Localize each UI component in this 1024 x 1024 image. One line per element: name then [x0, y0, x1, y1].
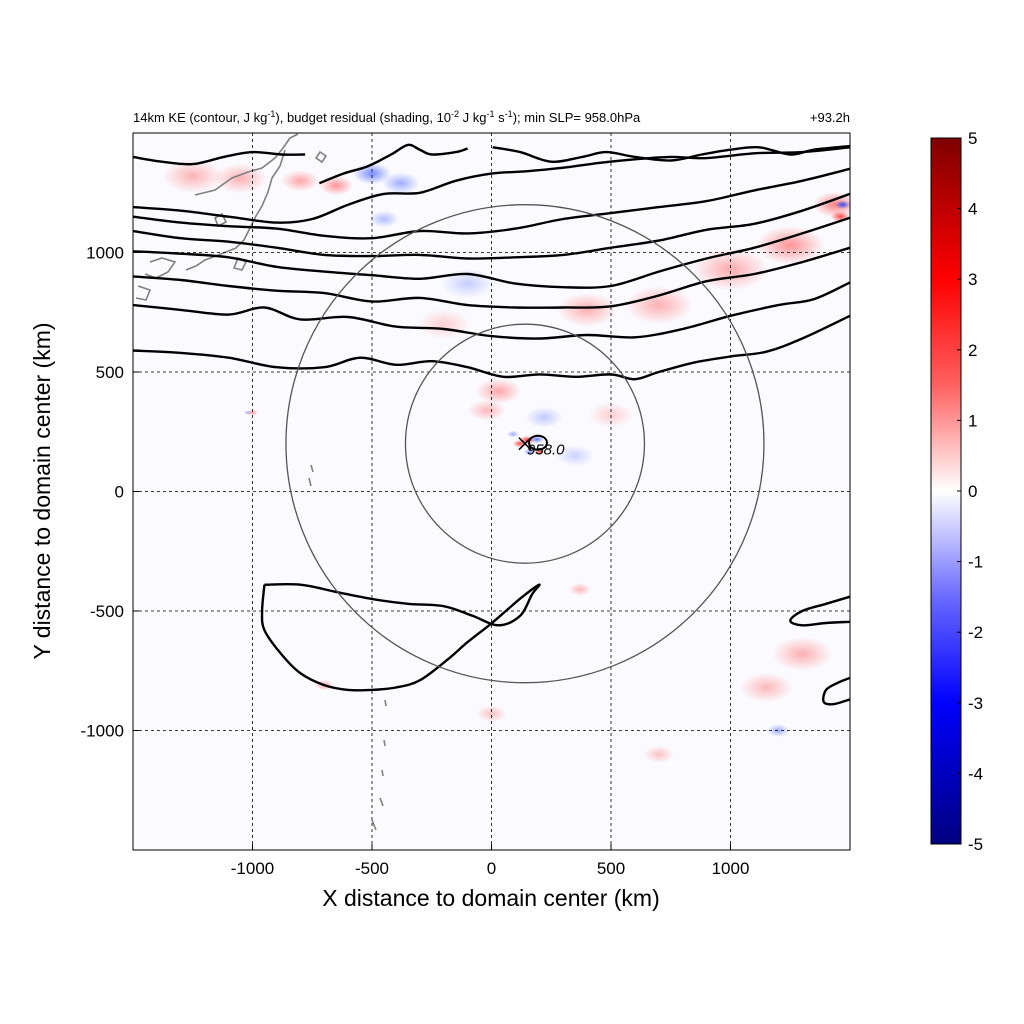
ke-contour-4	[133, 192, 850, 260]
x-tick-label: -500	[355, 859, 389, 878]
ke-contour-11	[789, 595, 850, 627]
y-tick-label: -500	[90, 602, 124, 621]
ke-contour-1	[133, 281, 850, 340]
residual-feature-33	[556, 444, 595, 467]
ke-contour-2	[133, 246, 850, 309]
coastline	[135, 133, 387, 831]
residual-feature-6	[475, 378, 522, 405]
residual-feature-31	[476, 705, 507, 723]
x-tick-label: 1000	[712, 859, 750, 878]
center-x-mark	[518, 437, 532, 451]
residual-feature-19	[318, 175, 354, 196]
storm-center-marker	[518, 434, 548, 451]
residual-shading	[162, 158, 850, 764]
range-rings	[285, 204, 765, 684]
y-axis-ticks: -1000 -500 0 500 1000	[81, 244, 139, 741]
residual-feature-27	[771, 636, 833, 672]
colorbar-tick-label: -4	[968, 764, 983, 783]
ke-contour-12	[822, 676, 850, 706]
colorbar-tick-label: -1	[968, 553, 983, 572]
range-ring-1000km	[285, 204, 765, 684]
coastline-islands	[308, 464, 387, 831]
ke-contours	[133, 143, 850, 706]
ke-contour-9	[492, 144, 850, 163]
plot-background	[133, 133, 850, 850]
residual-feature-15	[835, 200, 850, 210]
coastline-japan	[135, 133, 328, 301]
colorbar-tick-label: -2	[968, 623, 983, 642]
x-axis-ticks: -1000 -500 0 500 1000	[231, 844, 750, 878]
colorbar-ticks: 5 4 3 2 1 0 -1 -2 -3 -4 -5	[957, 129, 983, 854]
residual-feature-25	[243, 410, 252, 415]
colorbar-tick-label: 4	[968, 200, 977, 219]
colorbar: 5 4 3 2 1 0 -1 -2 -3 -4 -5	[930, 129, 983, 854]
residual-feature-5	[506, 430, 520, 438]
y-tick-label: 1000	[86, 244, 124, 263]
colorbar-tick-label: 5	[968, 129, 977, 148]
colorbar-tick-label: -3	[968, 694, 983, 713]
residual-feature-8	[524, 406, 564, 429]
ke-contour-8	[318, 143, 468, 185]
min-slp-label: 958.0	[527, 442, 565, 459]
range-ring-500km	[404, 323, 646, 564]
plot-area	[133, 133, 850, 850]
chart-title: 14km KE (contour, J kg-1​), budget resid…	[133, 109, 641, 125]
residual-feature-7	[467, 399, 506, 421]
residual-feature-12	[755, 225, 825, 265]
residual-feature-28	[739, 672, 794, 703]
x-tick-label: -1000	[231, 859, 274, 878]
ke-contour-3	[133, 216, 850, 289]
colorbar-tick-label: -5	[968, 835, 983, 854]
forecast-time-label: +93.2h	[810, 110, 850, 125]
y-tick-label: 0	[115, 483, 124, 502]
residual-feature-20	[281, 170, 320, 192]
ke-contour-10	[260, 582, 541, 692]
residual-feature-22	[162, 158, 224, 194]
colorbar-gradient	[930, 137, 962, 845]
colorbar-tick-label: 0	[968, 482, 977, 501]
ke-contour-0	[133, 314, 850, 381]
colorbar-tick-label: 2	[968, 341, 977, 360]
x-tick-label: 0	[487, 859, 496, 878]
ke-contour-5	[133, 167, 850, 240]
inner-core-contour	[527, 434, 548, 451]
residual-feature-26	[568, 583, 592, 596]
residual-feature-35	[416, 309, 471, 340]
y-axis-title: Y distance to domain center (km)	[29, 322, 55, 659]
residual-feature-9	[556, 292, 618, 328]
colorbar-tick-label: 3	[968, 270, 977, 289]
ke-contour-7	[133, 150, 306, 166]
residual-feature-29	[766, 724, 790, 737]
ke-contour-6	[133, 146, 850, 224]
residual-feature-3	[523, 448, 536, 456]
x-axis-title: X distance to domain center (km)	[322, 885, 659, 911]
residual-feature-32	[643, 745, 675, 764]
y-tick-label: -1000	[81, 722, 124, 741]
residual-feature-18	[381, 172, 420, 194]
residual-feature-10	[624, 285, 694, 325]
colorbar-tick-label: 1	[968, 411, 977, 430]
x-tick-label: 500	[597, 859, 625, 878]
residual-feature-23	[368, 210, 400, 228]
y-tick-label: 500	[96, 363, 124, 382]
